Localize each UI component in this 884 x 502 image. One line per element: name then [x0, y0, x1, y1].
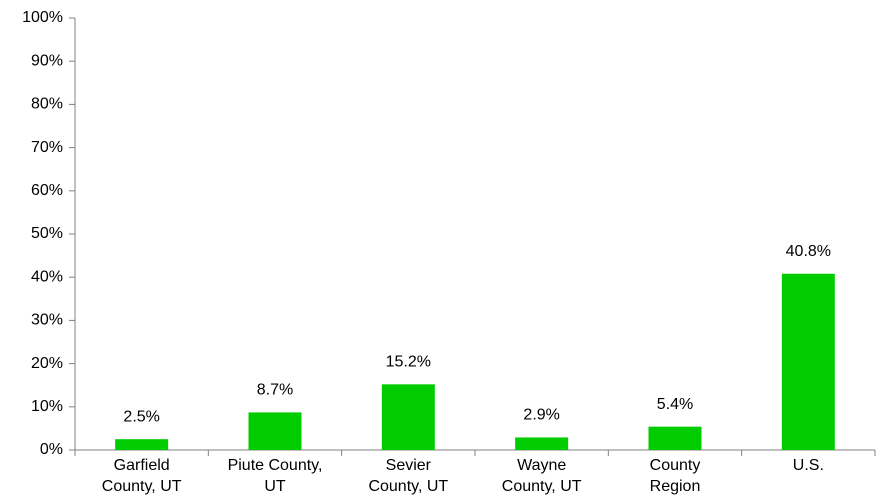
y-tick-label: 50% [31, 225, 63, 242]
x-tick-label-line: Sevier [386, 457, 432, 474]
bar [115, 439, 169, 450]
data-label: 2.9% [523, 407, 559, 424]
x-tick-label-line: Garfield [114, 457, 170, 474]
data-label: 2.5% [123, 408, 159, 425]
bar [515, 437, 569, 450]
label-background [643, 393, 707, 416]
x-tick-label-line: Piute County, [228, 457, 323, 474]
x-tick-label-line: U.S. [793, 457, 824, 474]
x-tick-label-line: Wayne [517, 457, 566, 474]
x-tick-label: County Region [650, 457, 701, 495]
x-tick-label-line: County [650, 457, 701, 474]
bar [248, 412, 302, 450]
bar [381, 384, 435, 450]
x-tick-label-line: UT [264, 478, 286, 495]
y-tick-label: 80% [31, 96, 63, 113]
label-background [109, 406, 174, 429]
data-label: 15.2% [386, 354, 431, 371]
x-tick-label: Piute County, UT [228, 457, 323, 495]
x-tick-label: Wayne County, UT [502, 457, 582, 495]
x-tick-label-line: Region [650, 478, 701, 495]
y-tick-label: 100% [22, 9, 63, 26]
x-tick-label: Sevier County, UT [368, 457, 448, 495]
label-background [776, 240, 841, 263]
y-tick-label: 90% [31, 52, 63, 69]
x-tick-label-line: County, UT [368, 478, 448, 495]
label-background [243, 379, 307, 402]
y-tick-label: 30% [31, 312, 63, 329]
x-tick-label: Garfield County, UT [102, 457, 182, 495]
label-background [376, 351, 441, 374]
data-label: 5.4% [657, 396, 693, 413]
y-tick-label: 40% [31, 268, 63, 285]
y-tick-label: 60% [31, 182, 63, 199]
y-tick-label: 70% [31, 139, 63, 156]
x-tick-label-line: County, UT [102, 478, 182, 495]
data-label: 40.8% [786, 243, 831, 260]
y-tick-label: 0% [40, 441, 63, 458]
bar [781, 273, 835, 450]
y-tick-label: 10% [31, 398, 63, 415]
label-background [509, 404, 574, 427]
x-tick-label-line: County, UT [502, 478, 582, 495]
data-label: 8.7% [257, 382, 293, 399]
x-tick-label: U.S. [793, 457, 824, 474]
y-tick-label: 20% [31, 355, 63, 372]
bar [648, 426, 702, 450]
